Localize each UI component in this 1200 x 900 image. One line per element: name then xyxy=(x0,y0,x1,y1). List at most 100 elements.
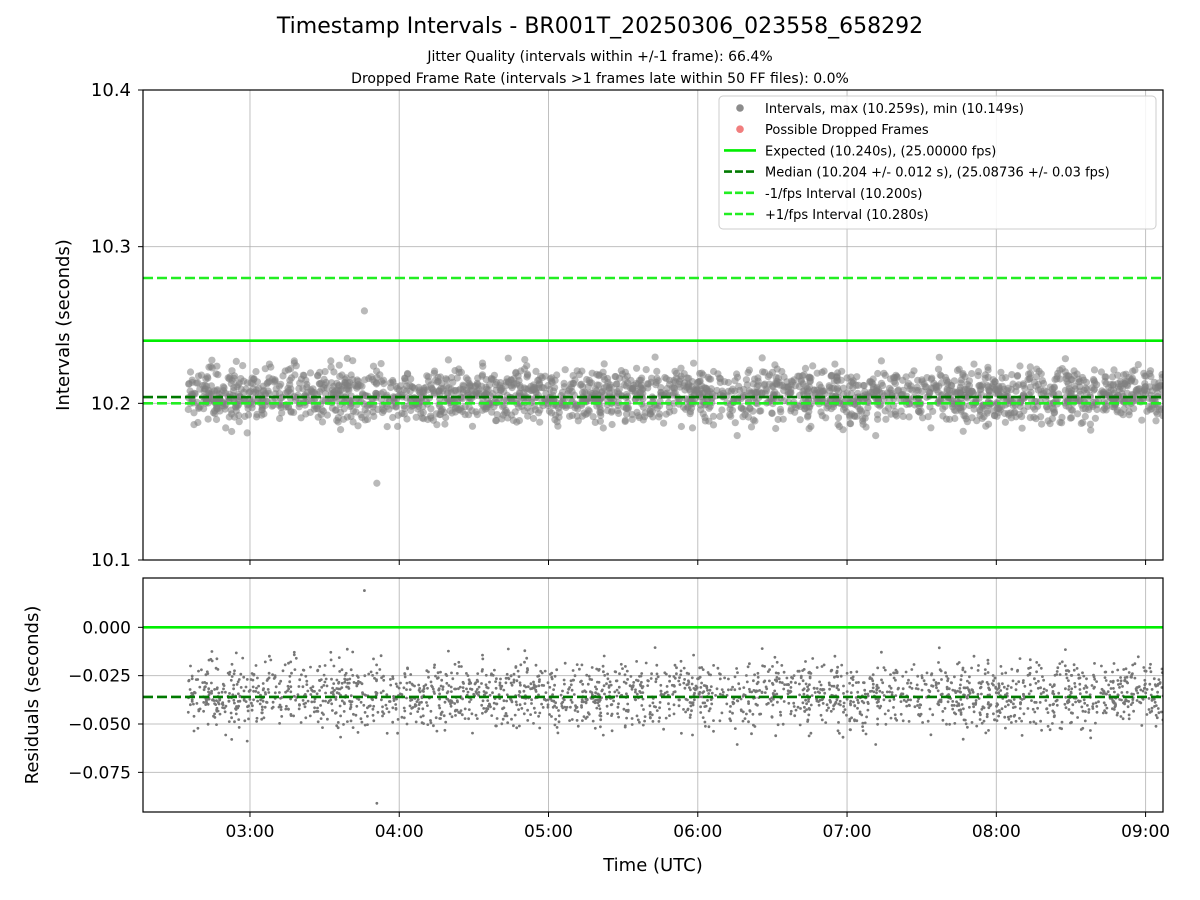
residual-point xyxy=(301,699,305,702)
interval-point xyxy=(1158,373,1163,381)
interval-point xyxy=(334,418,342,426)
interval-point xyxy=(423,372,431,380)
residual-point xyxy=(1004,671,1008,675)
residual-point xyxy=(1036,706,1039,710)
residual-point xyxy=(1012,698,1016,701)
residual-point xyxy=(517,675,521,678)
residual-point xyxy=(648,704,652,708)
interval-point xyxy=(427,405,435,413)
residual-point xyxy=(806,685,809,689)
residual-point xyxy=(993,718,996,721)
residual-point xyxy=(1089,736,1093,740)
residual-point xyxy=(839,674,843,678)
residual-point xyxy=(832,707,835,711)
residual-point xyxy=(1105,706,1109,710)
residual-point xyxy=(451,677,455,681)
residual-point xyxy=(580,663,584,667)
chart-subtitle-jitter: Jitter Quality (intervals within +/-1 fr… xyxy=(427,49,773,65)
interval-point xyxy=(970,360,978,368)
residual-point xyxy=(349,703,353,706)
residual-point xyxy=(439,670,442,674)
residual-point xyxy=(655,672,659,676)
residual-point xyxy=(835,669,839,673)
residual-point xyxy=(529,682,533,686)
residual-point xyxy=(1106,690,1110,694)
residual-point xyxy=(403,675,407,679)
residual-point xyxy=(1033,700,1037,704)
interval-point xyxy=(373,479,381,487)
interval-point xyxy=(1031,405,1039,413)
residual-point xyxy=(635,678,638,682)
residual-point xyxy=(228,673,231,676)
residual-point xyxy=(750,690,754,694)
residual-point xyxy=(819,713,823,717)
residual-point xyxy=(679,673,683,677)
residual-point xyxy=(513,713,517,717)
residual-point xyxy=(953,711,956,715)
residual-point xyxy=(384,703,388,707)
residual-point xyxy=(964,722,968,726)
residual-point xyxy=(862,681,865,684)
interval-point xyxy=(511,408,519,416)
residual-point xyxy=(522,689,526,693)
interval-point xyxy=(596,403,604,411)
residual-point xyxy=(373,676,376,680)
residual-point xyxy=(375,663,378,667)
residual-point xyxy=(1042,687,1046,691)
residual-point xyxy=(774,671,778,675)
residual-point xyxy=(684,697,688,701)
interval-point xyxy=(716,412,724,420)
interval-point xyxy=(1121,380,1129,388)
interval-point xyxy=(957,406,965,414)
residual-point xyxy=(719,672,722,676)
residual-point xyxy=(573,674,577,678)
residual-point xyxy=(1103,670,1107,674)
interval-point xyxy=(235,379,243,387)
residual-point xyxy=(655,709,659,712)
residual-point xyxy=(828,687,831,691)
residual-point xyxy=(300,673,303,677)
residual-point xyxy=(699,686,703,689)
residual-point xyxy=(537,684,541,688)
residual-point xyxy=(340,699,344,703)
residual-point xyxy=(1058,726,1062,730)
residual-point xyxy=(731,711,734,715)
residual-point xyxy=(1160,686,1163,689)
interval-point xyxy=(749,407,757,415)
residual-point xyxy=(733,675,737,679)
residual-point xyxy=(966,679,969,683)
residual-point xyxy=(792,705,796,708)
residual-point xyxy=(204,685,207,689)
interval-point xyxy=(1033,365,1041,373)
residual-point xyxy=(1150,688,1154,691)
residual-point xyxy=(255,686,258,690)
chart-subtitle-dropped: Dropped Frame Rate (intervals >1 frames … xyxy=(351,71,849,87)
residual-point xyxy=(411,683,415,687)
residual-point xyxy=(912,663,916,666)
residual-point xyxy=(356,731,360,734)
interval-point xyxy=(1056,418,1064,426)
residual-point xyxy=(651,701,655,705)
residual-point xyxy=(248,688,252,692)
residual-point xyxy=(698,695,702,699)
residual-point xyxy=(827,706,830,710)
residual-point xyxy=(292,650,296,654)
residual-point xyxy=(809,731,813,735)
residual-point xyxy=(667,702,670,706)
residual-point xyxy=(237,726,241,729)
residual-point xyxy=(541,706,545,709)
residual-point xyxy=(438,697,441,701)
residual-point xyxy=(1093,662,1096,665)
residual-point xyxy=(1091,702,1095,706)
residual-point xyxy=(716,666,720,670)
interval-point xyxy=(1082,384,1090,392)
residual-point xyxy=(780,664,784,667)
residual-point xyxy=(946,700,950,704)
residual-point xyxy=(1088,693,1092,697)
residual-point xyxy=(699,711,703,714)
interval-point xyxy=(184,405,192,414)
residual-point xyxy=(971,688,974,692)
interval-point xyxy=(943,387,951,395)
legend-label: Median (10.204 +/- 0.012 s), (25.08736 +… xyxy=(765,166,1110,181)
interval-point xyxy=(858,408,866,416)
